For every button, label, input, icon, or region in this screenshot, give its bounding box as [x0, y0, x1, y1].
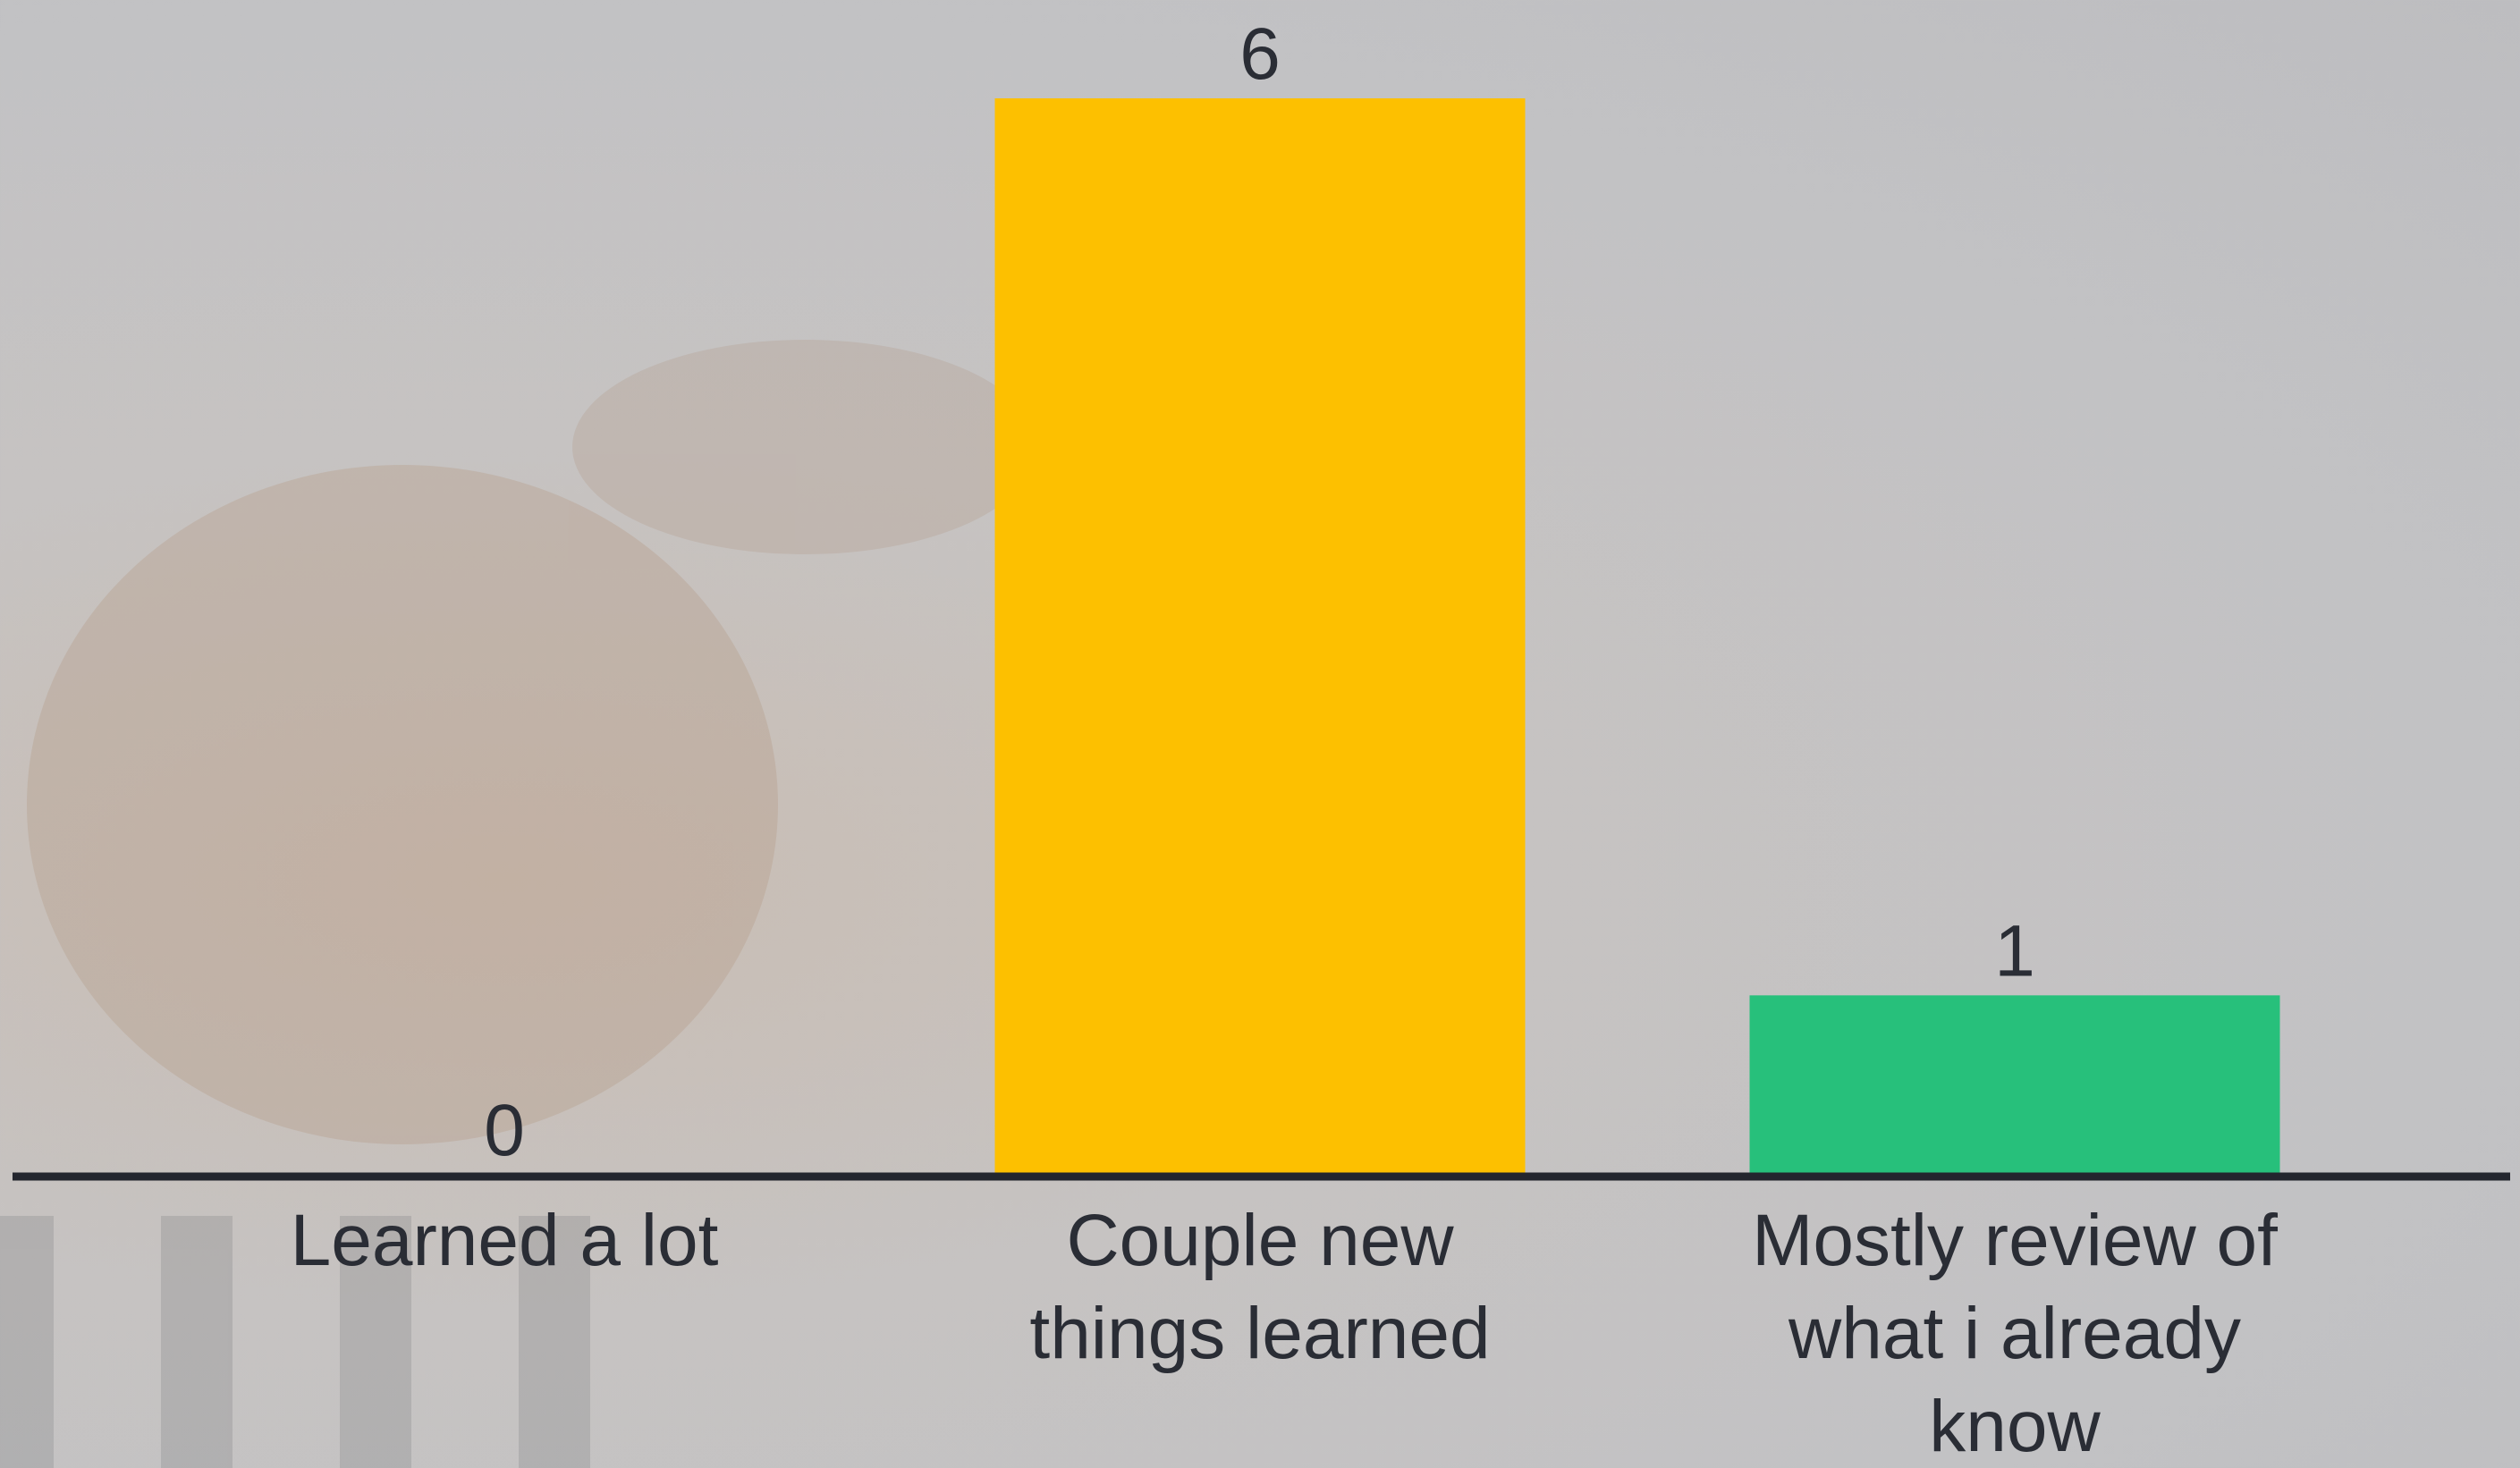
value-label: 6 [1239, 13, 1281, 95]
x-tick-label: Learned a lot [290, 1200, 719, 1281]
x-tick-label: Couple new things learned [1029, 1200, 1491, 1374]
value-label: 1 [1994, 910, 2035, 991]
value-label: 0 [484, 1090, 525, 1171]
bar [1749, 995, 2280, 1175]
x-tick-label: Mostly review of what i already know [1752, 1200, 2278, 1467]
bar [994, 98, 1526, 1175]
background-texture [0, 340, 1037, 1468]
